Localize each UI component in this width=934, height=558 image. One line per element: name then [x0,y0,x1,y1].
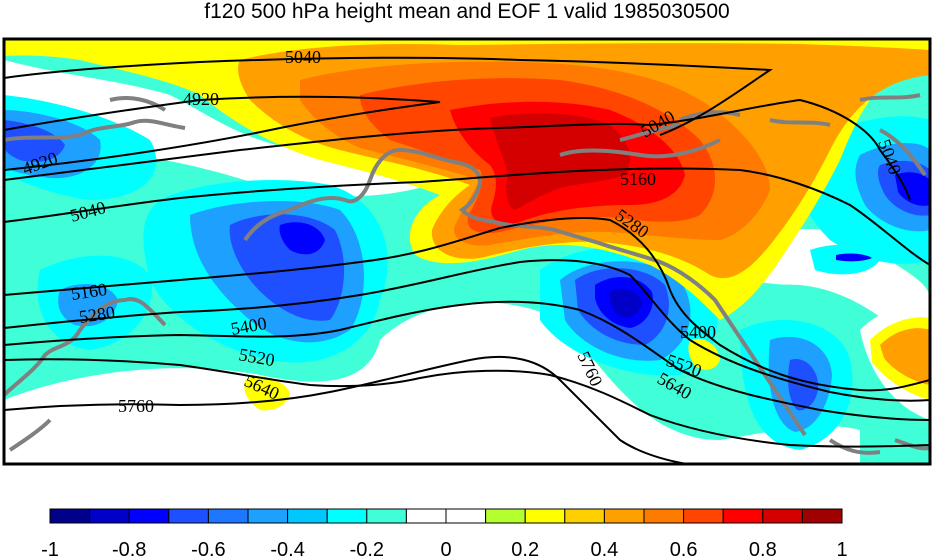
colorbar-cell [89,508,130,524]
colorbar-tick-label: 0.4 [590,539,618,558]
colorbar-cell [445,508,487,524]
contour-label: 5280 [78,302,116,327]
colorbar-cell [168,508,209,524]
colorbar-tick-label: 0.2 [511,539,539,558]
contour-label: 4920 [183,89,219,109]
colorbar-cell [128,508,170,524]
coastlines [4,93,930,455]
colorbar-cell [247,508,289,524]
colorbar-cell [405,508,447,524]
colorbar-cell [643,508,685,524]
colorbar-cell [485,508,526,524]
colorbar-cell [762,508,803,524]
colorbar-tick-label: -0.8 [112,539,146,558]
colorbar-cell [683,508,724,524]
height-contours [4,56,930,464]
colorbar-ticks: -1 -0.8 -0.6 -0.4 -0.2 0 0.2 0.4 0.6 0.8 1 [41,539,847,558]
contour-label: 5760 [118,396,154,416]
colorbar-tick-label: 0.8 [749,539,777,558]
colorbar-cell [564,508,605,524]
map-title: f120 500 hPa height mean and EOF 1 valid… [204,0,730,23]
colorbar-cell [801,508,843,524]
colorbar-tick-label: 0 [440,539,451,558]
colorbar-cell [49,508,91,524]
colorbar-cell [524,508,566,524]
colorbar-tick-label: -1 [41,539,59,558]
colorbar-tick-label: 1 [836,539,847,558]
contour-label: 5160 [620,169,656,189]
colorbar-cell [722,508,764,524]
contour-label: 5160 [70,279,108,304]
colorbar-cell [287,508,328,524]
colorbar-tick-label: -0.4 [270,539,304,558]
contour-label: 5040 [285,47,321,67]
colorbar-tick-label: 0.6 [670,539,698,558]
map-frame-border [2,37,932,466]
colorbar-tick-label: -0.6 [191,539,225,558]
colorbar-cell [603,508,645,524]
contour-label: 5400 [680,322,716,342]
colorbar-cell [207,508,249,524]
colorbar-cells [49,508,843,524]
colorbar-cell [326,508,368,524]
colorbar-tick-label: -0.2 [350,539,384,558]
colorbar-cell [366,508,407,524]
